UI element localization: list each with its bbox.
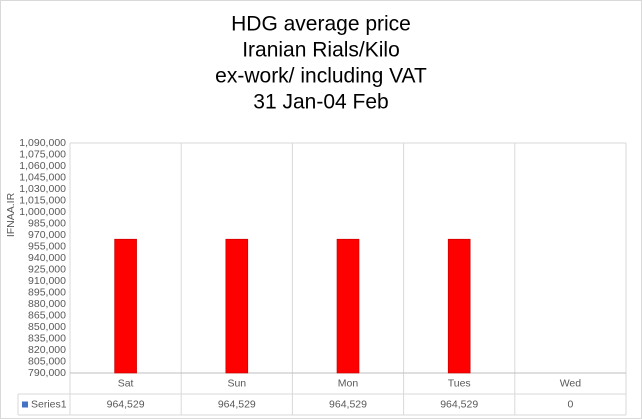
bar xyxy=(447,238,471,374)
y-tick-label: 1,045,000 xyxy=(19,171,66,183)
y-tick-label: 895,000 xyxy=(28,286,66,298)
x-tick-label: Mon xyxy=(338,377,359,389)
watermark: IFNAA.IR xyxy=(5,192,17,237)
y-tick-label: 955,000 xyxy=(28,240,66,252)
y-tick-label: 1,000,000 xyxy=(19,206,66,218)
data-table-value: 964,529 xyxy=(107,398,145,410)
data-table-value: 964,529 xyxy=(329,398,367,410)
chart-title: Iranian Rials/Kilo xyxy=(242,39,400,62)
y-tick-label: 790,000 xyxy=(28,367,66,379)
y-tick-label: 985,000 xyxy=(28,217,66,229)
y-tick-label: 805,000 xyxy=(28,355,66,367)
bar xyxy=(336,238,360,374)
x-tick-label: Wed xyxy=(560,377,582,389)
chart-title: ex-work/ including VAT xyxy=(215,65,427,88)
y-tick-label: 835,000 xyxy=(28,332,66,344)
chart-title: 31 Jan-04 Feb xyxy=(253,91,388,114)
y-tick-label: 1,015,000 xyxy=(19,194,66,206)
y-tick-label: 910,000 xyxy=(28,275,66,287)
y-tick-label: 1,060,000 xyxy=(19,160,66,172)
y-tick-label: 940,000 xyxy=(28,252,66,264)
bar xyxy=(225,238,249,374)
y-tick-label: 1,090,000 xyxy=(19,137,66,149)
y-tick-label: 850,000 xyxy=(28,321,66,333)
legend-label: Series1 xyxy=(31,398,67,410)
y-tick-label: 820,000 xyxy=(28,344,66,356)
x-tick-label: Sat xyxy=(118,377,134,389)
bar xyxy=(114,238,137,374)
y-tick-label: 970,000 xyxy=(28,229,66,241)
data-table-value: 964,529 xyxy=(218,398,256,410)
chart-title: HDG average price xyxy=(231,13,411,36)
x-tick-label: Tues xyxy=(448,377,471,389)
y-tick-label: 1,075,000 xyxy=(19,148,66,160)
y-tick-label: 880,000 xyxy=(28,298,66,310)
x-tick-label: Sun xyxy=(227,377,246,389)
legend-key xyxy=(22,401,28,408)
data-table-value: 964,529 xyxy=(440,398,478,410)
y-tick-label: 1,030,000 xyxy=(19,183,66,195)
y-tick-label: 865,000 xyxy=(28,309,66,321)
y-tick-label: 925,000 xyxy=(28,263,66,275)
data-table-value: 0 xyxy=(567,398,573,410)
